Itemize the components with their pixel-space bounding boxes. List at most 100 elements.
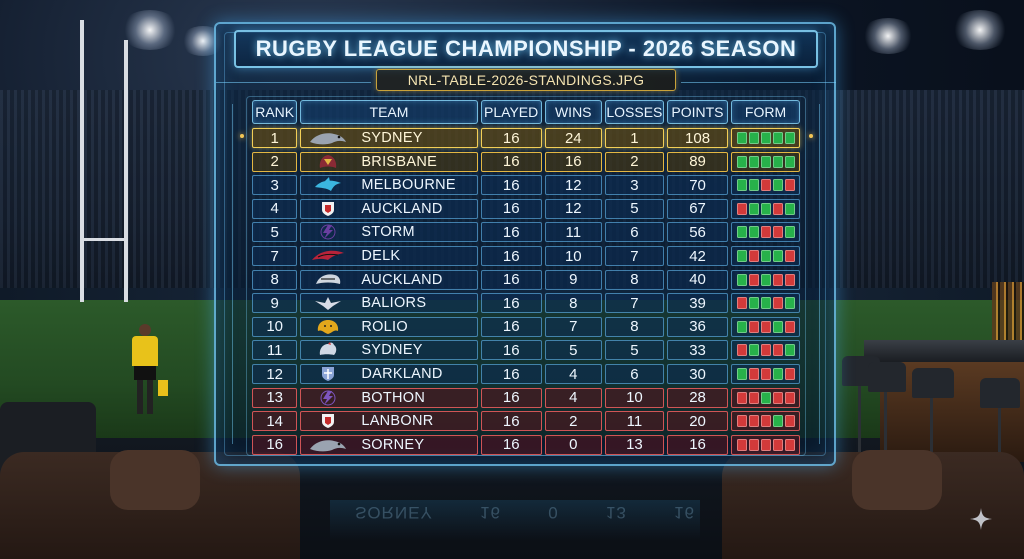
form-win-box [772,368,783,380]
wins-cell: 0 [544,434,602,455]
points-cell: 89 [667,151,729,172]
rank-cell: 1 [252,128,298,148]
played-cell: 16 [480,434,542,455]
form-win-box [760,273,771,286]
played-cell: 16 [480,222,542,243]
form-indicator [736,344,795,357]
team-name: DELK [361,248,401,264]
losses-cell: 3 [604,175,664,196]
points-cell: 20 [667,411,729,432]
form-win-box [736,132,747,144]
form-loss-box [760,415,771,428]
form-cell [731,222,801,243]
table-row: 3 MELBOURNE 16 12 3 70 [252,175,801,196]
leather-sofa-left [0,450,300,559]
form-win-box [748,344,759,357]
wins-cell: 2 [544,411,602,432]
team-cell: BOTHON [300,387,478,408]
losses-cell: 13 [604,434,664,455]
form-loss-box [736,202,747,215]
losses-cell: 10 [604,387,664,408]
table-row: 7 DELK 16 10 7 42 [252,246,801,266]
form-win-box [748,179,759,192]
shield-logo-icon [307,366,349,382]
form-loss-box [760,438,771,451]
rank-cell: 2 [252,151,298,172]
table-row: 10 ROLIO 16 7 8 36 [252,316,801,337]
team-cell: SYDNEY [300,340,478,361]
form-cell [731,434,801,455]
form-win-box [784,202,795,215]
played-cell: 16 [480,340,542,361]
bar-stool [912,368,954,398]
form-loss-box [772,297,783,310]
form-loss-box [748,368,759,380]
wins-cell: 12 [544,175,602,196]
points-cell: 42 [667,246,729,266]
team-cell: DELK [300,246,478,266]
dragon-shield-logo-icon [307,201,349,217]
file-name: NRL-TABLE-2026-STANDINGS.JPG [407,72,645,88]
form-indicator [736,391,795,404]
team-name: AUCKLAND [361,271,443,288]
rank-cell: 11 [252,340,298,361]
bar-stool [868,362,906,392]
form-win-box [772,250,783,262]
wins-cell: 7 [544,316,602,337]
rank-cell: 14 [252,411,298,432]
form-loss-box [748,438,759,451]
team-cell: AUCKLAND [300,269,478,290]
form-win-box [772,132,783,144]
wins-cell: 9 [544,269,602,290]
form-indicator [736,226,795,239]
bar-stool-leg [930,398,933,464]
form-win-box [784,155,795,168]
form-loss-box [784,368,795,380]
form-loss-box [736,415,747,428]
form-win-box [736,273,747,286]
form-win-box [736,320,747,333]
form-indicator [736,438,795,451]
losses-cell: 7 [604,246,664,266]
reflection-wins: 0 [548,503,559,522]
table-row: 2 BRISBANE 16 16 2 89 [252,151,801,172]
form-loss-box [772,273,783,286]
wins-cell: 4 [544,364,602,384]
header-form: FORM [731,100,800,124]
form-win-box [760,155,771,168]
team-cell: MELBOURNE [300,175,478,196]
form-loss-box [784,438,795,451]
points-cell: 33 [667,340,729,361]
team-name: SORNEY [361,436,425,453]
losses-cell: 11 [604,411,664,432]
deco-line [232,104,233,444]
table-row: 8 AUCKLAND 16 9 8 40 [252,269,801,290]
form-win-box [736,155,747,168]
dragon-shield-logo-icon [307,413,349,429]
floor-reflection [330,500,700,540]
wins-cell: 11 [544,222,602,243]
form-win-box [736,250,747,262]
form-cell [731,364,801,384]
form-cell [731,411,801,432]
rank-cell: 3 [252,175,298,196]
deco-line [681,82,836,83]
header-played: PLAYED [480,100,542,124]
reflection-team: SORNEY [355,503,433,522]
played-cell: 16 [480,151,542,172]
deco-line [216,82,371,83]
rank-cell: 4 [252,198,298,219]
form-loss-box [736,344,747,357]
team-name: ROLIO [361,318,408,335]
form-loss-box [760,368,771,380]
played-cell: 16 [480,246,542,266]
played-cell: 16 [480,411,542,432]
bar-counter [864,340,1024,362]
goal-crossbar [80,238,128,241]
wins-cell: 16 [544,151,602,172]
form-win-box [772,179,783,192]
table-row: 4 AUCKLAND 16 12 5 67 [252,198,801,219]
form-indicator [736,250,795,262]
goal-post [124,40,128,302]
team-cell: AUCKLAND [300,198,478,219]
